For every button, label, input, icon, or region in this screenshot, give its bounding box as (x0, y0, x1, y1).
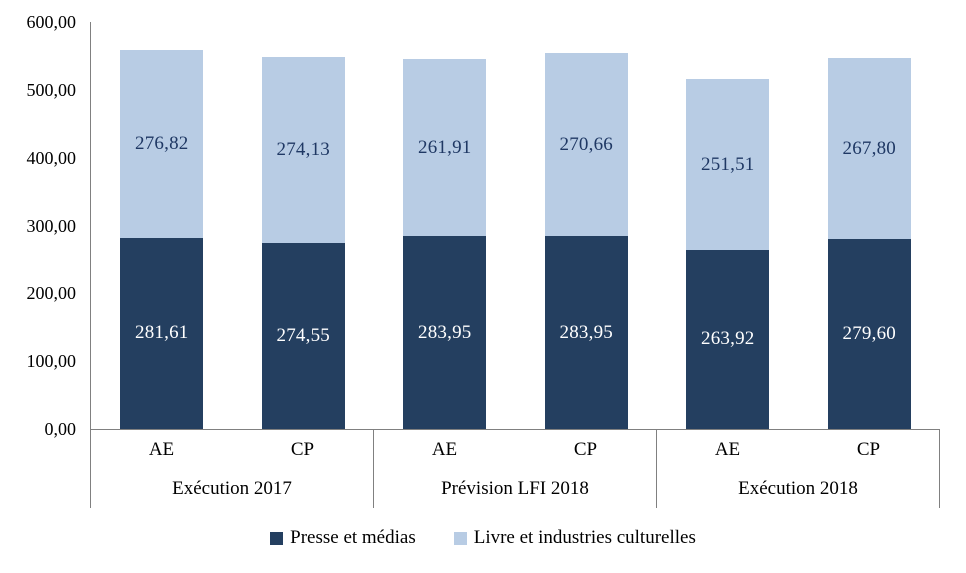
legend-label: Presse et médias (290, 527, 416, 548)
value-label: 270,66 (559, 133, 613, 155)
value-label: 261,91 (418, 136, 472, 158)
x-axis-group: AE CP Exécution 2018 (657, 430, 940, 508)
x-tick-label: CP (856, 439, 881, 460)
bar-segment: 251,51 (686, 79, 770, 250)
legend-swatch-icon (270, 531, 284, 545)
bar-segment: 274,55 (261, 242, 345, 429)
bar-segment: 274,13 (261, 56, 345, 243)
plot-area: 276,82 281,61 274,13 274,55 261,91 283,95 270,… (90, 22, 940, 430)
group-label: Exécution 2017 (172, 478, 292, 499)
y-tick-label: 100,00 (26, 351, 77, 372)
value-label: 279,60 (842, 323, 896, 345)
bar-slot: 251,51 263,92 (657, 22, 799, 429)
x-axis-category-table: AE CP Exécution 2017 AE CP Prévision LFI 2018… (90, 430, 940, 508)
value-label: 274,55 (276, 324, 330, 346)
bar-slot: 276,82 281,61 (91, 22, 233, 429)
x-tick-label: CP (573, 439, 598, 460)
x-tick-label: AE (714, 439, 741, 460)
x-axis-group: AE CP Exécution 2017 (91, 430, 374, 508)
value-label: 251,51 (701, 153, 755, 175)
stacked-bar: 251,51 263,92 (686, 79, 770, 429)
y-tick-label: 300,00 (26, 215, 77, 236)
bar-segment: 270,66 (544, 52, 628, 237)
value-label: 281,61 (135, 322, 189, 344)
stacked-bar: 261,91 283,95 (403, 58, 487, 429)
stacked-bar: 276,82 281,61 (120, 50, 204, 429)
stacked-bar: 274,13 274,55 (261, 56, 345, 429)
value-label: 283,95 (559, 321, 613, 343)
bar-segment: 261,91 (403, 58, 487, 237)
bar-segment: 267,80 (827, 57, 911, 240)
legend-swatch-icon (453, 531, 467, 545)
bar-segment: 279,60 (827, 239, 911, 429)
x-axis-group: AE CP Prévision LFI 2018 (374, 430, 657, 508)
bar-slot: 261,91 283,95 (374, 22, 516, 429)
x-axis-subcategory-row: AE CP (657, 430, 939, 470)
stacked-bar: 267,80 279,60 (827, 57, 911, 429)
x-tick-label: CP (290, 439, 315, 460)
bar-segment: 283,95 (403, 236, 487, 429)
x-tick-label: AE (148, 439, 175, 460)
y-tick-label: 500,00 (26, 79, 77, 100)
legend-item: Presse et médias (270, 527, 416, 549)
value-label: 283,95 (418, 321, 472, 343)
y-tick-label: 200,00 (26, 283, 77, 304)
x-axis-subcategory-row: AE CP (91, 430, 373, 470)
legend: Presse et médias Livre et industries cult… (0, 527, 966, 549)
value-label: 274,13 (276, 138, 330, 160)
group-label: Exécution 2018 (738, 478, 858, 499)
bar-segment: 283,95 (544, 236, 628, 429)
group-label: Prévision LFI 2018 (441, 478, 589, 499)
bar-slot: 270,66 283,95 (516, 22, 658, 429)
x-axis-subcategory-row: AE CP (374, 430, 656, 470)
x-tick-label: AE (431, 439, 458, 460)
stacked-bar: 270,66 283,95 (544, 52, 628, 429)
legend-label: Livre et industries culturelles (473, 527, 696, 548)
bar-segment: 263,92 (686, 249, 770, 429)
y-tick-label: 600,00 (26, 12, 77, 32)
y-tick-label: 400,00 (26, 147, 77, 168)
bar-slot: 274,13 274,55 (233, 22, 375, 429)
legend-item: Livre et industries culturelles (453, 527, 696, 549)
bar-segment: 281,61 (120, 237, 204, 429)
value-label: 276,82 (135, 133, 189, 155)
bar-segment: 276,82 (120, 50, 204, 238)
y-tick-label: 0,00 (44, 419, 77, 439)
value-label: 267,80 (842, 137, 896, 159)
bar-slot: 267,80 279,60 (799, 22, 941, 429)
value-label: 263,92 (701, 328, 755, 350)
